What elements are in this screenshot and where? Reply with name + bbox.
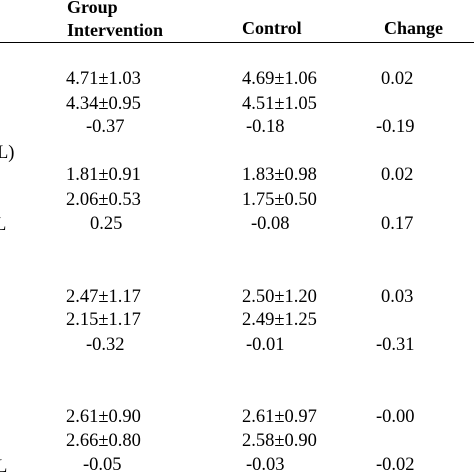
intervention-cell: 1.81±0.91 xyxy=(66,165,141,185)
intervention-cell: 2.61±0.90 xyxy=(66,407,141,427)
control-cell: -0.03 xyxy=(246,455,285,474)
header-control-label: Control xyxy=(242,18,302,38)
control-cell: 4.51±1.05 xyxy=(242,94,317,114)
row-label-fragment: L xyxy=(0,457,8,474)
control-cell: 2.49±1.25 xyxy=(242,310,317,330)
change-cell: -0.00 xyxy=(376,407,415,427)
intervention-cell: -0.37 xyxy=(86,117,125,137)
intervention-cell: -0.32 xyxy=(86,335,125,355)
intervention-cell: -0.05 xyxy=(83,455,122,474)
change-cell: -0.19 xyxy=(376,117,415,137)
control-cell: 1.83±0.98 xyxy=(242,165,317,185)
intervention-cell: 4.71±1.03 xyxy=(66,69,141,89)
header-rule xyxy=(0,42,474,44)
control-cell: 1.75±0.50 xyxy=(242,190,317,210)
change-cell: 0.03 xyxy=(381,287,414,307)
row-label-fragment: L) xyxy=(0,143,15,163)
change-cell: -0.02 xyxy=(376,455,415,474)
control-cell: -0.01 xyxy=(246,335,285,355)
change-cell: -0.31 xyxy=(376,335,415,355)
header-group-label: Group xyxy=(67,0,118,17)
row-label-fragment: L xyxy=(0,215,7,235)
change-cell: 0.02 xyxy=(381,165,414,185)
intervention-cell: 2.06±0.53 xyxy=(66,190,141,210)
header-change-label: Change xyxy=(384,18,444,38)
control-cell: 2.50±1.20 xyxy=(242,287,317,307)
header-intervention-label: Intervention xyxy=(67,20,163,40)
control-cell: 2.58±0.90 xyxy=(242,431,317,451)
intervention-cell: 2.15±1.17 xyxy=(66,310,141,330)
control-cell: 2.61±0.97 xyxy=(242,407,317,427)
change-cell: 0.02 xyxy=(381,69,414,89)
control-cell: 4.69±1.06 xyxy=(242,69,317,89)
intervention-cell: 0.25 xyxy=(90,214,123,234)
intervention-cell: 2.66±0.80 xyxy=(66,431,141,451)
control-cell: -0.08 xyxy=(251,214,290,234)
change-cell: 0.17 xyxy=(381,214,414,234)
intervention-cell: 4.34±0.95 xyxy=(66,94,141,114)
intervention-cell: 2.47±1.17 xyxy=(66,287,141,307)
control-cell: -0.18 xyxy=(246,117,285,137)
